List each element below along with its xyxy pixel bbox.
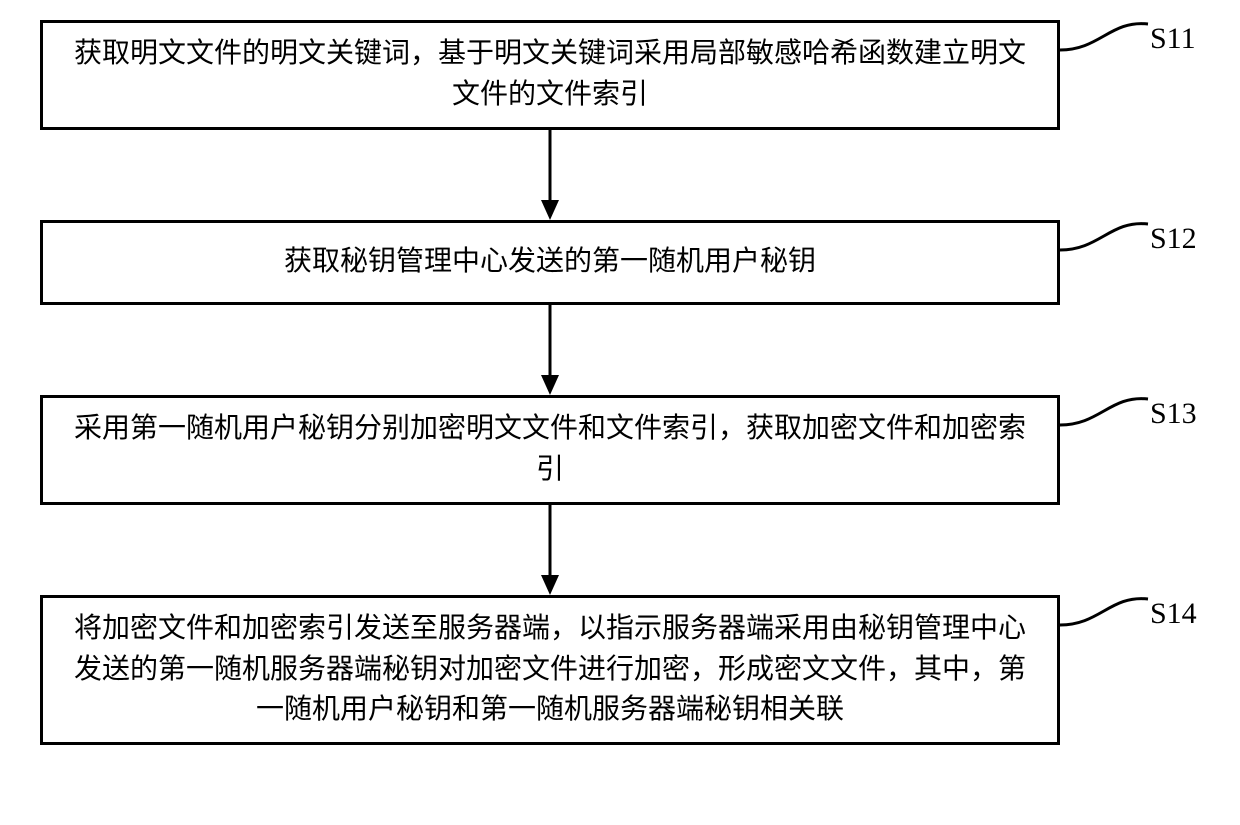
arrow-s13-s14 — [535, 505, 565, 595]
step-label-s12: S12 — [1150, 222, 1197, 256]
arrow-s11-s12 — [535, 130, 565, 220]
label-connector-s14 — [1060, 595, 1150, 655]
label-connector-s12 — [1060, 220, 1150, 280]
step-box-s11: 获取明文文件的明文关键词，基于明文关键词采用局部敏感哈希函数建立明文文件的文件索… — [40, 20, 1060, 130]
label-connector-s11 — [1060, 20, 1150, 80]
step-label-s13: S13 — [1150, 397, 1197, 431]
step-box-s13: 采用第一随机用户秘钥分别加密明文文件和文件索引，获取加密文件和加密索引 — [40, 395, 1060, 505]
step-text: 获取秘钥管理中心发送的第一随机用户秘钥 — [284, 242, 816, 283]
step-label-s14: S14 — [1150, 597, 1197, 631]
step-box-s12: 获取秘钥管理中心发送的第一随机用户秘钥 — [40, 220, 1060, 305]
step-text: 将加密文件和加密索引发送至服务器端，以指示服务器端采用由秘钥管理中心发送的第一随… — [63, 609, 1037, 731]
step-label-s11: S11 — [1150, 22, 1196, 56]
flowchart-canvas: 获取明文文件的明文关键词，基于明文关键词采用局部敏感哈希函数建立明文文件的文件索… — [0, 0, 1240, 825]
step-text: 采用第一随机用户秘钥分别加密明文文件和文件索引，获取加密文件和加密索引 — [63, 409, 1037, 490]
step-text: 获取明文文件的明文关键词，基于明文关键词采用局部敏感哈希函数建立明文文件的文件索… — [63, 34, 1037, 115]
step-box-s14: 将加密文件和加密索引发送至服务器端，以指示服务器端采用由秘钥管理中心发送的第一随… — [40, 595, 1060, 745]
arrow-s12-s13 — [535, 305, 565, 395]
label-connector-s13 — [1060, 395, 1150, 455]
